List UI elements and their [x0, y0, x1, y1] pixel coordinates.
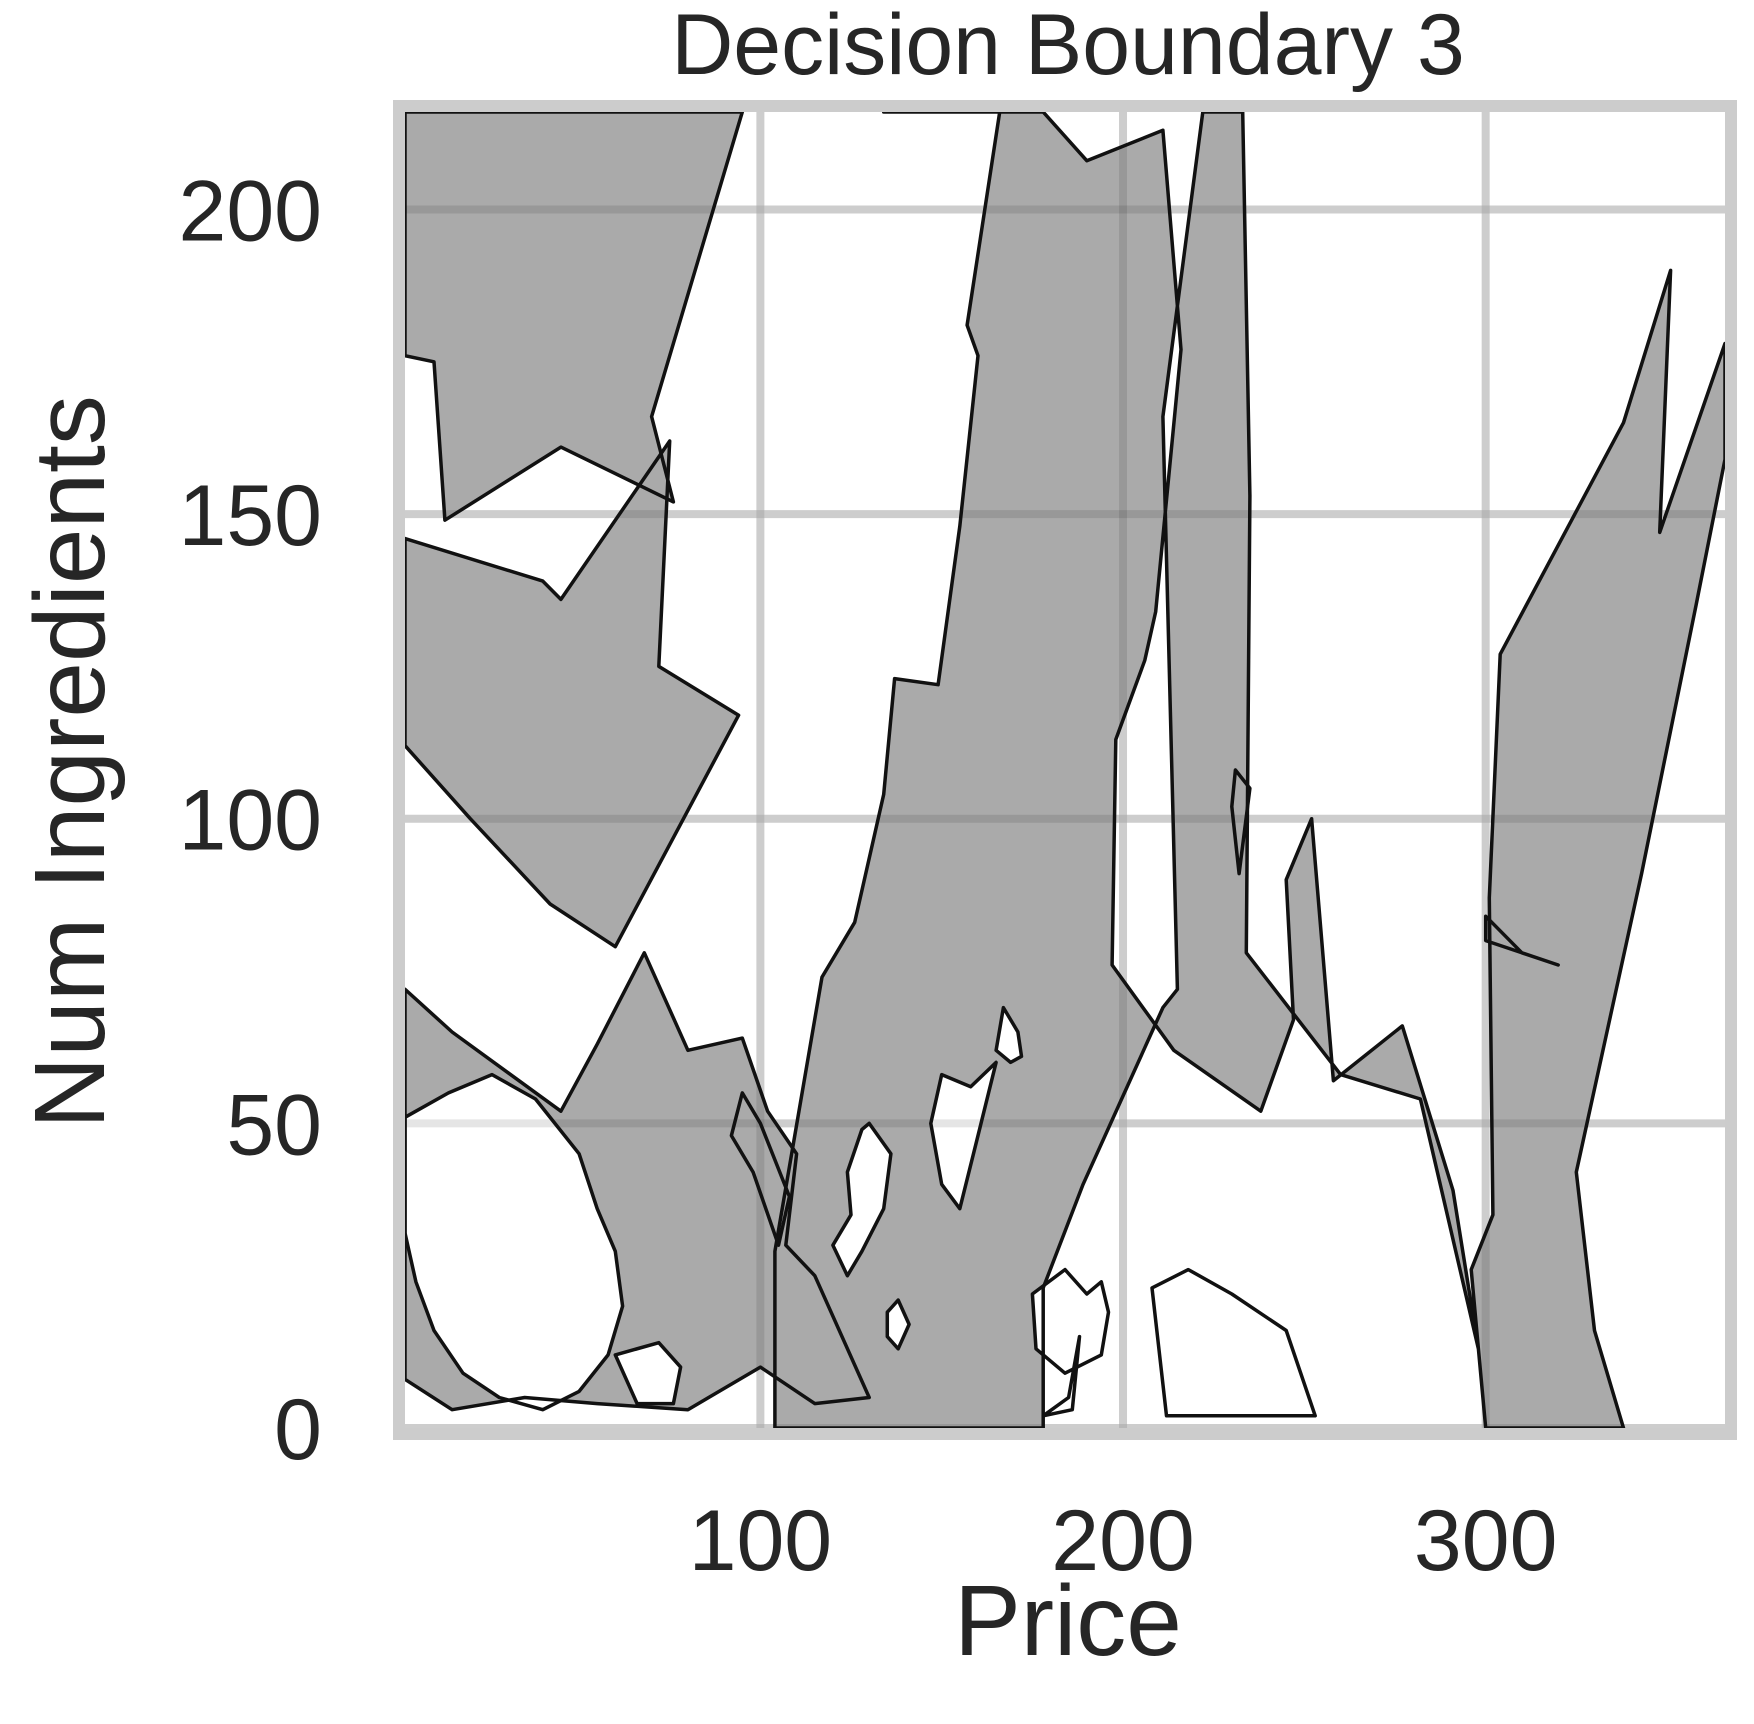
y-tick-label: 100: [179, 773, 323, 869]
decision-region-negative: [1032, 1269, 1109, 1374]
y-tick-label: 0: [274, 1382, 322, 1478]
decision-boundary-line: [994, 1005, 1024, 1065]
decision-regions: [405, 112, 1725, 1428]
decision-boundary-line: [405, 951, 871, 1412]
y-tick-label: 50: [226, 1077, 322, 1173]
decision-region-positive: [405, 441, 739, 947]
x-tick-label: 100: [689, 1493, 833, 1589]
decision-region-negative: [1152, 1269, 1316, 1416]
decision-boundary-line: [1030, 1267, 1111, 1375]
y-tick-label: 150: [179, 468, 323, 564]
decision-region-negative: [832, 1123, 891, 1276]
decision-boundary-line: [1041, 1334, 1082, 1418]
decision-boundary-line: [613, 1340, 683, 1406]
decision-boundary-line: [773, 112, 1725, 1428]
decision-boundary-line: [729, 1091, 792, 1247]
decision-boundary-line: [831, 1121, 893, 1278]
decision-boundaries: [405, 112, 1725, 1428]
x-axis-label: Price: [954, 1565, 1182, 1677]
decision-region-positive: [405, 112, 743, 521]
decision-boundary-line: [929, 1060, 998, 1211]
gridlines-over-regions: [405, 112, 1725, 1428]
decision-region-negative: [930, 1062, 997, 1209]
decision-boundary-line: [405, 1072, 625, 1412]
y-axis-ticks: 0 50 100 150 200: [179, 163, 323, 1478]
decision-boundary-line: [1230, 768, 1252, 876]
decision-boundary-line: [1483, 914, 1560, 967]
plot-frame: [393, 100, 1737, 1440]
decision-boundary-line: [1150, 1267, 1317, 1418]
y-tick-label: 200: [179, 163, 323, 259]
x-tick-label: 200: [1051, 1493, 1195, 1589]
decision-region-positive: [774, 112, 1725, 1428]
decision-boundary-line: [405, 112, 745, 522]
decision-region-positive: [731, 1092, 790, 1246]
decision-boundary-line: [405, 439, 741, 949]
y-axis-label: Num Ingredients: [14, 395, 126, 1129]
chart-title: Decision Boundary 3: [671, 0, 1465, 93]
decision-region-positive: [1485, 916, 1559, 965]
x-axis-ticks: 100 200 300: [689, 1493, 1558, 1589]
x-tick-label: 300: [1414, 1493, 1558, 1589]
decision-boundary-line: [885, 1298, 911, 1351]
decision-region-negative: [405, 1074, 623, 1410]
